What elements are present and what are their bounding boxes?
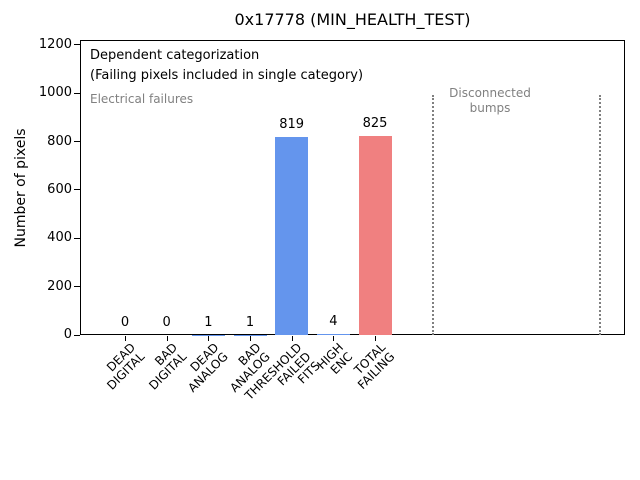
x-tick-label-text: DEAD ANALOG — [185, 340, 231, 396]
y-tick-label: 800 — [47, 133, 72, 149]
x-tick-mark — [125, 336, 126, 341]
x-tick-mark — [208, 336, 210, 341]
bar-value-label: 1 — [245, 314, 255, 330]
y-tick-mark — [74, 286, 80, 288]
x-tick-label-text: TOTAL FAILING — [351, 340, 398, 392]
bar-value-label: 0 — [120, 315, 130, 330]
x-tick-label-text: BAD DIGITAL — [145, 340, 190, 393]
bar — [275, 136, 309, 335]
bar-value-label: 819 — [279, 116, 305, 132]
plot-area — [80, 40, 625, 335]
x-tick-mark — [333, 336, 335, 341]
chart-title: 0x17778 (MIN_HEALTH_TEST) — [234, 10, 471, 29]
bar-value-label: 1 — [204, 314, 213, 330]
annotation-disconnected-bumps: Disconnected bumps — [428, 86, 552, 116]
x-tick-mark — [166, 336, 168, 341]
region-divider-line — [599, 95, 602, 335]
y-tick-mark — [74, 189, 80, 191]
bar — [358, 135, 392, 335]
region-divider-line — [432, 95, 435, 335]
x-tick-mark — [375, 336, 377, 341]
bar-value-label: 0 — [162, 315, 171, 330]
x-tick-mark — [250, 336, 251, 341]
annotation-dependent-categorization: Dependent categorization (Failing pixels… — [90, 46, 363, 86]
x-tick-label-text: DEAD DIGITAL — [104, 340, 148, 393]
bar-value-label: 4 — [329, 314, 338, 330]
annotation-dependent-line2: (Failing pixels included in single categ… — [90, 68, 364, 83]
y-tick-mark — [74, 237, 80, 239]
y-tick-label: 1200 — [38, 36, 72, 52]
y-tick-mark — [74, 44, 80, 46]
y-tick-label: 200 — [47, 278, 72, 294]
y-tick-mark — [74, 334, 80, 336]
annotation-disconnected-line1: Disconnected — [449, 86, 531, 100]
bar — [316, 334, 350, 335]
y-tick-label: 400 — [47, 230, 72, 246]
annotation-electrical-failures: Electrical failures — [90, 92, 194, 106]
x-tick-mark — [291, 336, 293, 341]
y-tick-label: 0 — [63, 327, 72, 342]
y-tick-mark — [74, 141, 80, 143]
y-tick-label: 1000 — [38, 85, 72, 101]
y-tick-label: 600 — [47, 181, 72, 197]
annotation-dependent-line1: Dependent categorization — [90, 48, 260, 63]
bar-value-label: 825 — [362, 115, 388, 131]
annotation-disconnected-line2: bumps — [469, 101, 511, 115]
y-tick-mark — [74, 92, 80, 94]
